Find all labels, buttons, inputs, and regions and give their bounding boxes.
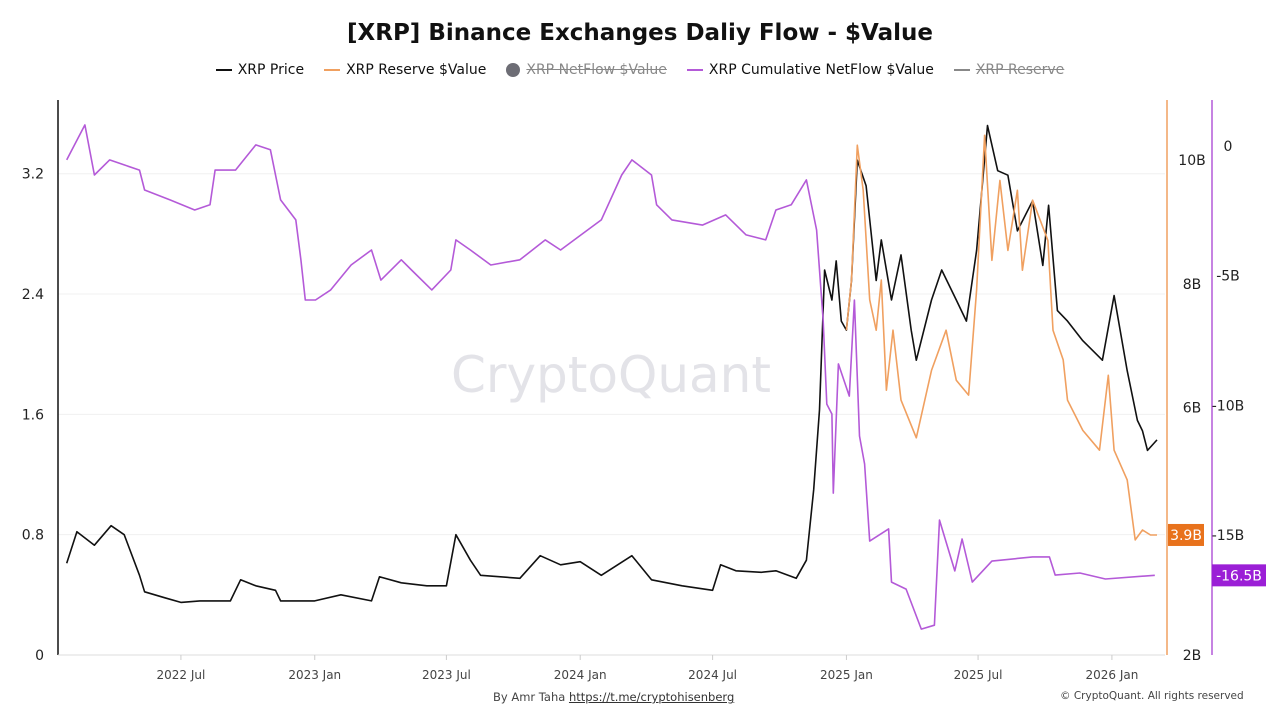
circle-icon xyxy=(506,63,521,77)
x-tick-label: 2026 Jan xyxy=(1085,668,1138,682)
copyright: © CryptoQuant. All rights reserved xyxy=(1060,690,1244,702)
author-credit: By Amr Taha https://t.me/cryptohisenberg xyxy=(493,690,734,704)
legend-label: XRP NetFlow $Value xyxy=(526,62,667,78)
x-tick-label: 2024 Jan xyxy=(554,668,607,682)
legend-item[interactable]: XRP NetFlow $Value xyxy=(506,62,667,78)
x-tick-label: 2023 Jul xyxy=(422,668,471,682)
y-tick-label: 1.6 xyxy=(22,407,44,423)
cumulative-tick-label: -5B xyxy=(1216,269,1240,285)
line-swatch-icon xyxy=(215,69,232,71)
reserve-tick-label: 2B xyxy=(1183,648,1202,664)
series-line-cumulative xyxy=(65,124,1155,630)
line-swatch-icon xyxy=(324,69,341,71)
y-tick-label: 0.8 xyxy=(22,528,44,544)
legend-item[interactable]: XRP Cumulative NetFlow $Value xyxy=(686,62,934,78)
chart-title: [XRP] Binance Exchanges Daliy Flow - $Va… xyxy=(347,20,933,46)
reserve-tick-label: 8B xyxy=(1183,277,1202,293)
cumulative-last-value-badge xyxy=(1212,564,1266,587)
legend-label: XRP Cumulative NetFlow $Value xyxy=(708,62,934,78)
x-tick-label: 2024 Jul xyxy=(688,668,737,682)
cumulative-last-value-label: -16.5B xyxy=(1216,568,1262,584)
legend-item[interactable]: XRP Reserve xyxy=(953,62,1065,78)
watermark: CryptoQuant xyxy=(451,346,771,404)
x-tick-label: 2023 Jan xyxy=(288,668,341,682)
y-tick-label: 0 xyxy=(35,648,44,664)
legend-label: XRP Reserve xyxy=(975,62,1065,78)
line-swatch-icon xyxy=(686,69,703,71)
author-link[interactable]: https://t.me/cryptohisenberg xyxy=(568,690,735,704)
cumulative-tick-label: -15B xyxy=(1212,528,1244,544)
reserve-last-value-label: 3.9B xyxy=(1170,528,1202,544)
y-tick-label: 3.2 xyxy=(22,167,44,183)
line-swatch-icon xyxy=(953,69,970,71)
cumulative-tick-label: 0 xyxy=(1224,139,1233,155)
cumulative-tick-label: -10B xyxy=(1212,398,1244,414)
series-line-reserve xyxy=(845,134,1157,541)
legend: XRP Price XRP Reserve $Value XRP NetFlow $… xyxy=(0,62,1280,78)
reserve-tick-label: 10B xyxy=(1178,153,1205,169)
legend-label: XRP Price xyxy=(237,62,305,78)
x-tick-label: 2025 Jul xyxy=(954,668,1003,682)
legend-item[interactable]: XRP Reserve $Value xyxy=(324,62,486,78)
author-name: By Amr Taha xyxy=(493,690,566,704)
reserve-last-value-badge xyxy=(1168,523,1204,546)
x-tick-label: 2022 Jul xyxy=(156,668,205,682)
x-tick-label: 2025 Jan xyxy=(820,668,873,682)
reserve-tick-label: 6B xyxy=(1183,401,1202,417)
legend-item[interactable]: XRP Price xyxy=(215,62,305,78)
y-tick-label: 2.4 xyxy=(22,287,44,303)
legend-label: XRP Reserve $Value xyxy=(346,62,487,78)
